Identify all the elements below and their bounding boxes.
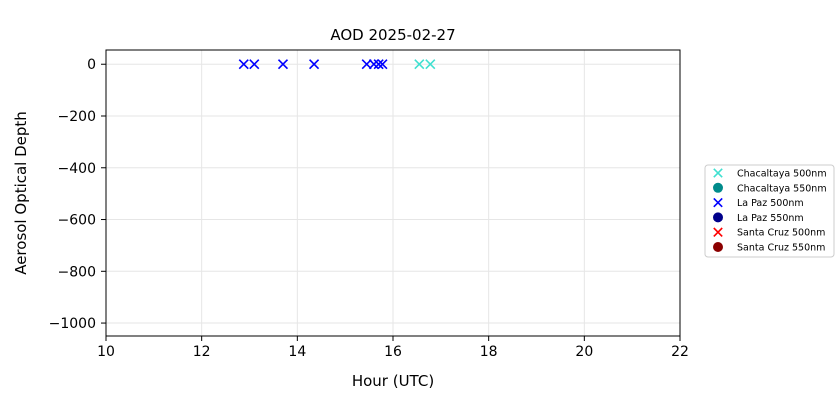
- y-tick-label: −600: [58, 213, 96, 229]
- legend-label: La Paz 550nm: [737, 213, 804, 224]
- legend-marker: [713, 182, 723, 193]
- y-tick-label: −400: [58, 161, 96, 177]
- y-axis-ticks: 0 −200 −400 −600 −800 −1000: [49, 57, 106, 332]
- data-point: [368, 59, 379, 70]
- grid-lines: [105, 50, 681, 336]
- legend: Chacaltaya 500nm Chacaltaya 550nm La Paz 5…: [704, 164, 835, 258]
- legend-label: Chacaltaya 500nm: [737, 169, 827, 180]
- data-point: [238, 59, 249, 70]
- y-tick-label: −200: [58, 109, 96, 125]
- legend-label: Santa Cruz 500nm: [737, 228, 825, 239]
- legend-label: Santa Cruz 550nm: [737, 243, 825, 254]
- x-tick-label: 14: [288, 344, 306, 360]
- data-point: [249, 59, 260, 70]
- data-point: [373, 59, 384, 70]
- legend-marker: [713, 197, 723, 208]
- x-tick-label: 16: [384, 344, 402, 360]
- legend-label: Chacaltaya 550nm: [737, 183, 827, 194]
- x-tick-label: 22: [671, 344, 689, 360]
- x-axis-label: Hour (UTC): [352, 372, 434, 390]
- x-tick-label: 18: [480, 344, 498, 360]
- data-point: [414, 59, 425, 70]
- chart-title: AOD 2025-02-27: [330, 26, 455, 44]
- x-tick-label: 10: [97, 344, 115, 360]
- data-point: [361, 59, 372, 70]
- legend-marker: [713, 242, 723, 252]
- data-point: [309, 59, 320, 70]
- x-tick-label: 20: [575, 344, 593, 360]
- data-point: [377, 59, 388, 70]
- legend-label: La Paz 500nm: [737, 198, 804, 209]
- data-point: [425, 59, 436, 70]
- legend-marker: [713, 212, 723, 223]
- y-tick-label: −800: [58, 264, 96, 280]
- x-axis-ticks: 10 12 14 16 18 20 22: [97, 336, 689, 360]
- y-axis-label: Aerosol Optical Depth: [12, 111, 30, 275]
- legend-marker: [713, 168, 723, 178]
- legend-box: [704, 164, 835, 258]
- y-tick-label: −1000: [49, 316, 96, 332]
- data-point: [277, 59, 289, 70]
- y-tick-label: 0: [87, 57, 96, 73]
- x-tick-label: 12: [193, 344, 211, 360]
- legend-marker: [713, 227, 723, 237]
- data-points: [238, 59, 436, 70]
